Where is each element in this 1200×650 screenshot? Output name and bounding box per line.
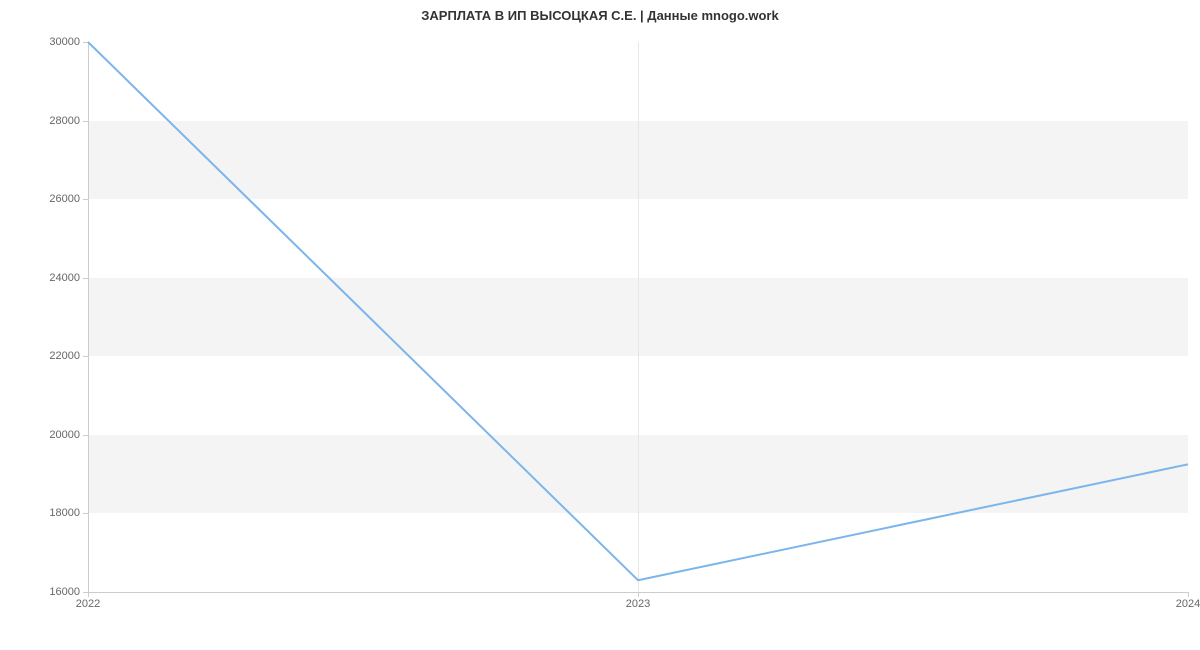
x-tick-mark <box>88 592 89 597</box>
chart-title: ЗАРПЛАТА В ИП ВЫСОЦКАЯ С.Е. | Данные mno… <box>0 8 1200 23</box>
series-line <box>88 42 1188 580</box>
plot-area: 1600018000200002200024000260002800030000… <box>88 42 1188 592</box>
series-layer <box>88 42 1188 592</box>
x-tick-mark <box>638 592 639 597</box>
x-tick-mark <box>1188 592 1189 597</box>
